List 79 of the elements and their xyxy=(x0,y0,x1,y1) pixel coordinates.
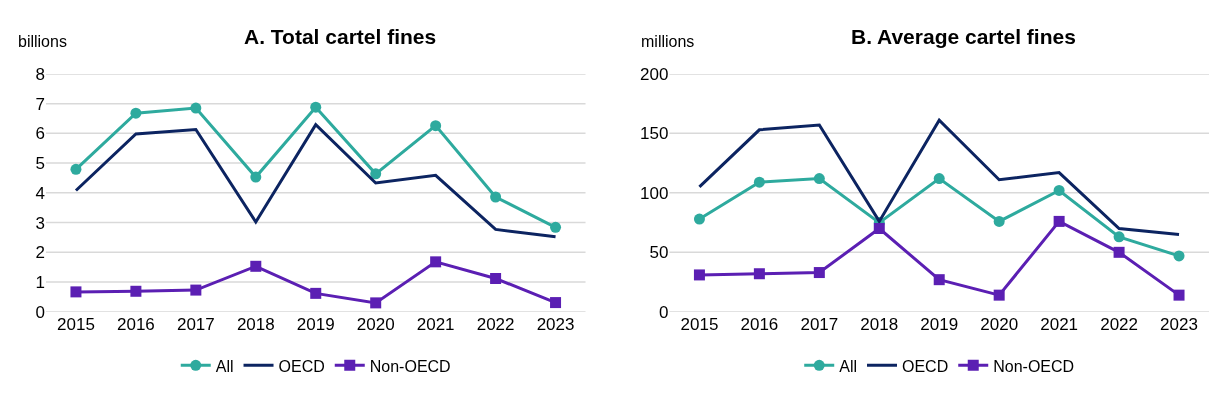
legend-label: Non-OECD xyxy=(993,357,1075,375)
y-tick-label: 6 xyxy=(35,124,45,144)
x-tick-label: 2021 xyxy=(416,314,455,334)
point xyxy=(370,297,382,309)
line-series xyxy=(74,123,558,239)
x-tick-label: 2020 xyxy=(356,314,395,334)
x-tick-label: 2017 xyxy=(176,314,215,334)
point xyxy=(250,260,262,272)
y-tick-label: 8 xyxy=(35,64,45,84)
point xyxy=(993,215,1005,227)
point xyxy=(753,268,765,280)
point xyxy=(310,101,322,113)
y-tick-label: 2 xyxy=(35,243,45,263)
x-tick-label: 2022 xyxy=(1100,314,1138,334)
y-tick-label: 0 xyxy=(658,302,669,322)
point xyxy=(550,221,562,233)
point xyxy=(490,191,502,203)
point xyxy=(1173,289,1185,301)
chart-title: A. Total cartel fines xyxy=(244,25,437,48)
chart-title: B. Average cartel fines xyxy=(851,25,1076,48)
legend-label: OECD xyxy=(278,357,325,375)
point xyxy=(753,176,765,188)
point xyxy=(873,223,885,235)
point xyxy=(430,256,442,268)
point xyxy=(310,287,322,299)
x-tick-label: 2021 xyxy=(1040,314,1079,334)
y-tick-label: 1 xyxy=(35,273,45,293)
x-tick-label: 2018 xyxy=(236,314,275,334)
point xyxy=(190,102,202,114)
x-tick-label: 2023 xyxy=(1160,314,1198,334)
x-tick-label: 2020 xyxy=(980,314,1019,334)
y-axis-title: millions xyxy=(641,33,695,50)
point xyxy=(430,120,442,132)
legend-label: All xyxy=(215,357,234,375)
x-tick-label: 2018 xyxy=(860,314,899,334)
point xyxy=(190,284,202,296)
y-tick-label: 7 xyxy=(35,94,45,114)
legend-label: Non-OECD xyxy=(369,357,451,375)
y-tick-label: 5 xyxy=(35,154,45,174)
point xyxy=(1053,215,1065,227)
legend-label: All xyxy=(839,357,858,375)
point xyxy=(70,163,82,175)
line-series xyxy=(697,118,1181,236)
point xyxy=(1113,231,1125,243)
point xyxy=(813,267,825,279)
y-tick-label: 50 xyxy=(649,243,669,263)
point xyxy=(693,269,705,281)
x-tick-label: 2019 xyxy=(296,314,335,334)
y-tick-label: 100 xyxy=(640,183,669,203)
point xyxy=(550,297,562,309)
x-tick-label: 2023 xyxy=(536,314,575,334)
y-tick-label: 4 xyxy=(35,183,45,203)
point xyxy=(693,213,705,225)
point xyxy=(490,272,502,284)
x-tick-label: 2022 xyxy=(476,314,515,334)
point xyxy=(370,168,382,180)
point xyxy=(250,171,262,183)
x-tick-label: 2019 xyxy=(920,314,959,334)
y-tick-label: 200 xyxy=(640,64,669,84)
point xyxy=(1173,250,1185,262)
x-tick-label: 2015 xyxy=(680,314,719,334)
x-tick-label: 2016 xyxy=(116,314,155,334)
point xyxy=(1053,184,1065,196)
point xyxy=(933,274,945,286)
y-tick-label: 3 xyxy=(35,213,45,233)
x-tick-label: 2017 xyxy=(800,314,839,334)
y-tick-label: 0 xyxy=(35,302,45,322)
point xyxy=(1113,246,1125,258)
point xyxy=(130,107,142,119)
y-axis-title: billions xyxy=(18,33,67,50)
point xyxy=(813,173,825,185)
y-tick-label: 150 xyxy=(640,124,669,144)
x-tick-label: 2015 xyxy=(57,314,95,334)
point xyxy=(933,173,945,185)
legend-label: OECD xyxy=(902,357,949,375)
point xyxy=(130,285,142,297)
point xyxy=(70,286,82,298)
point xyxy=(993,289,1005,301)
x-tick-label: 2016 xyxy=(740,314,779,334)
